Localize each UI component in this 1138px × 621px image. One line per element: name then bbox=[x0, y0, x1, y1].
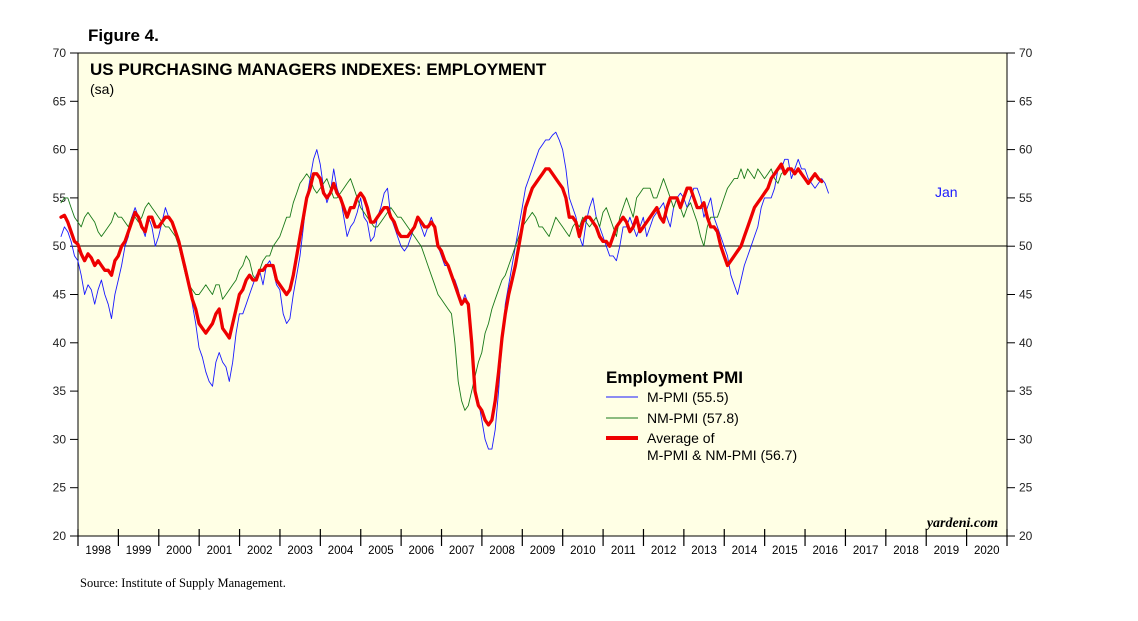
plot-area bbox=[77, 52, 1008, 537]
y-tick-label-right: 60 bbox=[1019, 143, 1033, 157]
x-tick-label: 2002 bbox=[247, 545, 273, 557]
x-tick-label: 2001 bbox=[207, 545, 233, 557]
y-tick-label-left: 50 bbox=[53, 239, 67, 253]
x-tick-label: 2013 bbox=[691, 545, 717, 557]
y-tick-label-left: 35 bbox=[53, 384, 67, 398]
x-tick-label: 2015 bbox=[772, 545, 798, 557]
x-tick-label: 2011 bbox=[611, 545, 636, 557]
y-tick-label-right: 55 bbox=[1019, 191, 1033, 205]
legend-label-m-pmi: M-PMI (55.5) bbox=[647, 389, 729, 405]
x-tick-label: 2019 bbox=[934, 545, 960, 557]
x-tick-label: 2000 bbox=[166, 545, 192, 557]
end-label-jan: Jan bbox=[935, 184, 958, 200]
x-axis: 1998 1999 2000 2001 2002 2003 2004 2005 2006 2007… bbox=[77, 529, 1008, 557]
watermark: yardeni.com bbox=[925, 516, 998, 531]
y-tick-label-left: 25 bbox=[53, 481, 67, 495]
chart-title: US PURCHASING MANAGERS INDEXES: EMPLOYME… bbox=[90, 60, 547, 79]
y-tick-label-left: 60 bbox=[53, 143, 67, 157]
x-tick-label: 2005 bbox=[368, 545, 394, 557]
y-tick-label-right: 30 bbox=[1019, 432, 1033, 446]
y-tick-label-right: 35 bbox=[1019, 384, 1033, 398]
y-tick-label-left: 65 bbox=[53, 94, 67, 108]
y-tick-label-right: 45 bbox=[1019, 288, 1033, 302]
y-tick-label-right: 40 bbox=[1019, 336, 1033, 350]
x-tick-label: 1999 bbox=[126, 545, 152, 557]
x-tick-label: 2017 bbox=[853, 545, 879, 557]
y-tick-label-left: 45 bbox=[53, 288, 67, 302]
x-tick-label: 2012 bbox=[651, 545, 677, 557]
x-tick-label: 2010 bbox=[570, 545, 596, 557]
y-tick-label-right: 25 bbox=[1019, 481, 1033, 495]
source-note: Source: Institute of Supply Management. bbox=[80, 576, 286, 590]
x-tick-label: 2003 bbox=[287, 545, 313, 557]
y-tick-label-right: 50 bbox=[1019, 239, 1033, 253]
x-tick-label: 2016 bbox=[812, 545, 838, 557]
legend-label-nm-pmi: NM-PMI (57.8) bbox=[647, 410, 739, 426]
y-tick-label-right: 20 bbox=[1019, 529, 1033, 543]
figure-label: Figure 4. bbox=[88, 26, 159, 45]
x-tick-label: 2018 bbox=[893, 545, 919, 557]
x-tick-label: 1998 bbox=[85, 545, 111, 557]
legend-title: Employment PMI bbox=[606, 368, 743, 387]
y-tick-label-right: 70 bbox=[1019, 46, 1033, 60]
x-tick-label: 2008 bbox=[489, 545, 515, 557]
y-tick-label-left: 20 bbox=[53, 529, 67, 543]
series-layer bbox=[59, 131, 829, 450]
y-tick-label-left: 30 bbox=[53, 432, 67, 446]
x-tick-label: 2020 bbox=[974, 545, 1000, 557]
y-tick-label-right: 65 bbox=[1019, 94, 1033, 108]
x-tick-label: 2014 bbox=[732, 545, 758, 557]
x-tick-label: 2009 bbox=[530, 545, 556, 557]
y-axis: 20 20 25 25 30 30 35 35 40 40 45 45 50 50 55 55 60 60 65 65… bbox=[53, 46, 1033, 543]
x-tick-label: 2006 bbox=[409, 545, 435, 557]
y-tick-label-left: 70 bbox=[53, 46, 67, 60]
legend-label-average: Average of bbox=[647, 430, 715, 446]
y-tick-label-left: 40 bbox=[53, 336, 67, 350]
legend: Employment PMI M-PMI (55.5) NM-PMI (57.8… bbox=[606, 368, 797, 463]
x-tick-label: 2004 bbox=[328, 545, 354, 557]
x-tick-label: 2007 bbox=[449, 545, 475, 557]
chart-subtitle: (sa) bbox=[90, 81, 114, 97]
y-tick-label-left: 55 bbox=[53, 191, 67, 205]
legend-label-average-line2: M-PMI & NM-PMI (56.7) bbox=[647, 447, 797, 463]
series-line-average bbox=[59, 162, 824, 427]
